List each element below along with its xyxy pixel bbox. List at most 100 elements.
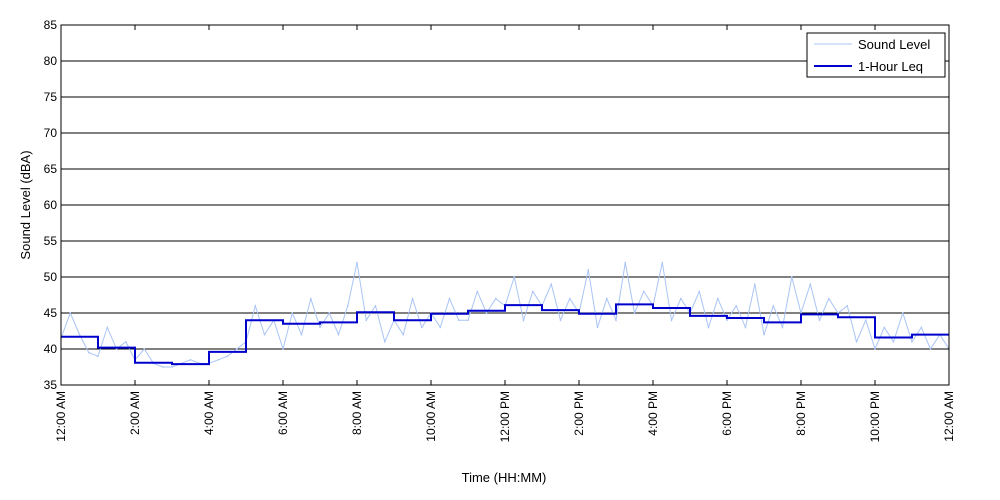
sound-level-point bbox=[763, 333, 765, 336]
sound-level-point bbox=[615, 319, 617, 322]
sound-level-point bbox=[874, 348, 876, 350]
sound-level-point bbox=[226, 355, 229, 358]
sound-level-point bbox=[772, 305, 775, 307]
sound-level-point bbox=[457, 319, 460, 322]
sound-level-point bbox=[596, 326, 599, 329]
sound-level-point bbox=[855, 341, 858, 343]
x-tick-label: 8:00 AM bbox=[350, 391, 364, 435]
y-axis-ticks: 35 40 45 50 55 60 65 70 75 80 85 bbox=[44, 18, 949, 392]
sound-level-point bbox=[217, 359, 220, 361]
sound-level-point bbox=[661, 261, 664, 264]
y-tick-label: 80 bbox=[44, 54, 58, 68]
y-axis-title: Sound Level (dBA) bbox=[18, 150, 33, 259]
x-tick-label: 12:00 PM bbox=[498, 391, 512, 442]
sound-level-point bbox=[698, 290, 701, 293]
sound-level-point bbox=[818, 319, 821, 322]
sound-level-point bbox=[624, 261, 627, 264]
sound-level-point bbox=[411, 297, 414, 300]
sound-level-point bbox=[846, 305, 849, 307]
sound-level-point bbox=[550, 283, 553, 286]
sound-level-point bbox=[171, 366, 173, 368]
x-tick-label: 4:00 AM bbox=[202, 391, 216, 435]
sound-level-point bbox=[383, 341, 386, 343]
sound-level-point bbox=[735, 305, 738, 307]
leq-series bbox=[61, 303, 949, 366]
y-tick-label: 40 bbox=[44, 342, 58, 356]
x-tick-label: 6:00 AM bbox=[276, 391, 290, 435]
sound-level-point bbox=[744, 326, 747, 329]
sound-level-point bbox=[346, 305, 349, 307]
sound-level-point bbox=[670, 319, 673, 322]
sound-level-point bbox=[309, 297, 312, 300]
sound-level-point bbox=[439, 326, 442, 329]
sound-level-point bbox=[559, 319, 562, 322]
x-tick-label: 12:00 AM bbox=[942, 391, 956, 442]
legend-label-sound-level: Sound Level bbox=[858, 37, 930, 52]
sound-level-point bbox=[864, 319, 867, 322]
sound-level-point bbox=[707, 326, 710, 329]
sound-level-point bbox=[263, 333, 266, 336]
sound-level-point bbox=[254, 305, 257, 307]
x-tick-label: 10:00 PM bbox=[868, 391, 882, 442]
x-tick-label: 10:00 AM bbox=[424, 391, 438, 442]
leq-line bbox=[61, 303, 949, 366]
sound-level-point bbox=[78, 333, 81, 336]
x-tick-label: 2:00 AM bbox=[128, 391, 142, 435]
sound-level-point bbox=[901, 312, 904, 314]
sound-level-point bbox=[448, 297, 451, 300]
legend: Sound Level 1-Hour Leq bbox=[806, 32, 946, 78]
x-tick-label: 8:00 PM bbox=[794, 391, 808, 436]
sound-level-point bbox=[365, 319, 368, 322]
sound-level-point bbox=[374, 305, 377, 307]
sound-level-point bbox=[300, 333, 303, 336]
sound-level-point bbox=[633, 312, 636, 314]
sound-level-point bbox=[143, 348, 146, 350]
sound-level-point bbox=[476, 290, 479, 293]
sound-level-point bbox=[642, 290, 645, 293]
y-tick-label: 85 bbox=[44, 18, 58, 32]
sound-level-point bbox=[282, 348, 284, 350]
sound-level-point bbox=[522, 319, 525, 322]
sound-level-point bbox=[161, 366, 164, 368]
x-tick-label: 12:00 AM bbox=[54, 391, 68, 442]
sound-level-point bbox=[531, 290, 534, 293]
sound-level-point bbox=[679, 297, 682, 300]
sound-level-point bbox=[716, 297, 719, 300]
sound-level-point bbox=[781, 326, 784, 329]
sound-level-point bbox=[605, 297, 608, 300]
sound-level-point bbox=[319, 326, 321, 329]
y-tick-label: 45 bbox=[44, 306, 58, 320]
sound-level-point bbox=[485, 312, 488, 314]
sound-level-point bbox=[753, 283, 756, 286]
x-axis-ticks: 12:00 AM 2:00 AM 4:00 AM 6:00 AM 8:00 AM 10:0… bbox=[54, 25, 956, 442]
y-tick-label: 60 bbox=[44, 198, 58, 212]
sound-level-point bbox=[892, 341, 895, 343]
x-tick-label: 6:00 PM bbox=[720, 391, 734, 436]
y-tick-label: 75 bbox=[44, 90, 58, 104]
y-tick-label: 70 bbox=[44, 126, 58, 140]
sound-level-point bbox=[587, 269, 590, 271]
sound-level-point bbox=[790, 276, 793, 278]
y-tick-label: 35 bbox=[44, 378, 58, 392]
y-tick-label: 50 bbox=[44, 270, 58, 284]
sound-level-point bbox=[911, 341, 913, 343]
sound-level-point bbox=[726, 319, 728, 322]
x-axis-title: Time (HH:MM) bbox=[462, 470, 547, 485]
sound-level-point bbox=[356, 261, 358, 264]
x-tick-label: 4:00 PM bbox=[646, 391, 660, 436]
sound-level-point bbox=[920, 326, 923, 329]
sound-level-point bbox=[328, 312, 331, 314]
sound-level-point bbox=[69, 312, 72, 314]
sound-level-point bbox=[494, 297, 497, 300]
sound-level-point bbox=[513, 276, 516, 278]
sound-level-point bbox=[189, 359, 192, 361]
sound-level-point bbox=[124, 341, 127, 343]
sound-level-point bbox=[809, 283, 812, 286]
sound-level-point bbox=[106, 326, 109, 329]
sound-level-point bbox=[402, 333, 405, 336]
legend-box bbox=[806, 32, 946, 78]
sound-level-point bbox=[291, 312, 294, 314]
sound-level-point bbox=[827, 297, 830, 300]
sound-level-point bbox=[883, 326, 886, 329]
